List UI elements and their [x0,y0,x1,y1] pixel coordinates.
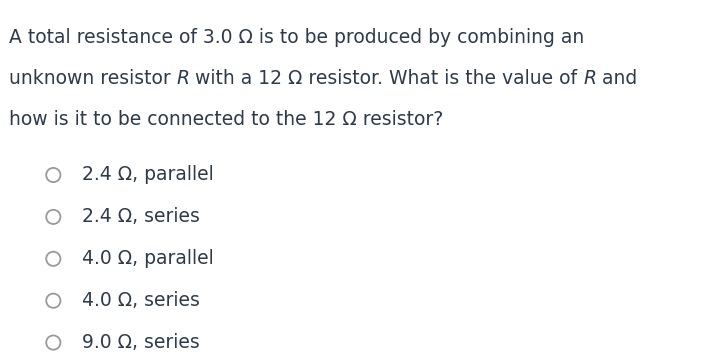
Text: with a 12 Ω resistor. What is the value of: with a 12 Ω resistor. What is the value … [189,69,583,88]
Text: 4.0 Ω, parallel: 4.0 Ω, parallel [82,249,213,268]
Text: 9.0 Ω, series: 9.0 Ω, series [82,333,200,352]
Text: 2.4 Ω, series: 2.4 Ω, series [82,207,200,226]
Text: unknown resistor: unknown resistor [9,69,176,88]
Text: 4.0 Ω, series: 4.0 Ω, series [82,291,200,310]
Text: A total resistance of 3.0 Ω is to be produced by combining an: A total resistance of 3.0 Ω is to be pro… [9,28,584,48]
Text: 2.4 Ω, parallel: 2.4 Ω, parallel [82,165,213,184]
Text: R: R [176,69,189,88]
Text: and: and [597,69,638,88]
Text: R: R [583,69,597,88]
Text: how is it to be connected to the 12 Ω resistor?: how is it to be connected to the 12 Ω re… [9,110,443,129]
